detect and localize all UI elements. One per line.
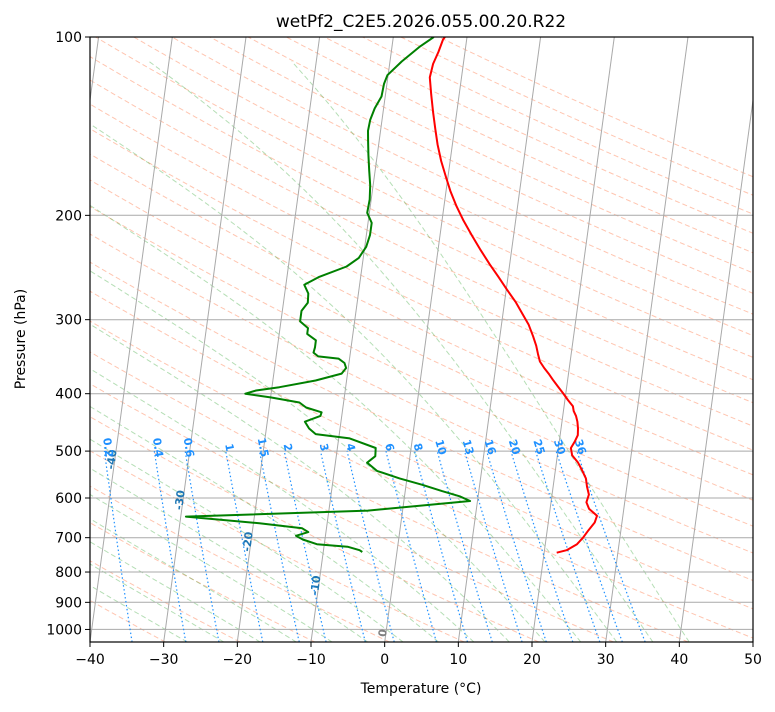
- mixing-ratio-line: [185, 451, 219, 642]
- x-axis: −40 −30 −20 −10 0 10 20 30 40 50: [75, 642, 762, 668]
- mixing-ratio-label: 0.4: [150, 437, 166, 459]
- isotherm-label: -30: [172, 489, 188, 511]
- x-axis-label: Temperature (°C): [360, 681, 482, 697]
- moist-adiabat-line: [0, 62, 474, 643]
- mixing-ratio-label: 20: [506, 438, 523, 457]
- moist-adiabat-line: [0, 62, 368, 643]
- background-lines: [0, 37, 775, 642]
- dry-adiabat-line: [401, 37, 775, 642]
- x-tick-label: 10: [449, 652, 467, 668]
- dry-adiabat-line: [0, 37, 775, 642]
- y-tick-label: 500: [55, 444, 82, 460]
- dewpoint-line: [186, 37, 470, 552]
- y-axis: 100 200 300 400 500 600 700 800 900 1000: [46, 30, 90, 638]
- mixing-ratio-line: [154, 451, 186, 642]
- x-tick-label: 20: [523, 652, 541, 668]
- isotherm-label: -20: [240, 531, 256, 553]
- temperature-line: [430, 37, 597, 553]
- mixing-ratio-label: 10: [432, 438, 449, 456]
- dry-adiabat-line: [210, 37, 775, 642]
- mixing-ratio-line: [511, 451, 573, 642]
- x-tick-label: 30: [597, 652, 615, 668]
- dry-adiabat-line: [0, 37, 315, 642]
- dry-adiabat-line: [0, 37, 539, 642]
- x-tick-label: 40: [670, 652, 688, 668]
- mixing-ratio-line: [386, 451, 436, 642]
- mixing-ratio-label: 0.2: [100, 437, 115, 458]
- moist-adiabat-line: [0, 62, 403, 643]
- x-tick-label: −30: [149, 652, 179, 668]
- y-tick-label: 100: [55, 30, 82, 46]
- y-tick-label: 300: [55, 313, 82, 329]
- y-tick-label: 200: [55, 208, 82, 224]
- dry-adiabat-line: [0, 37, 775, 642]
- mixing-ratio-line: [415, 451, 468, 642]
- isotherm-line: [90, 37, 172, 642]
- y-tick-label: 800: [55, 565, 82, 581]
- mixing-ratio-label: 30: [551, 438, 568, 457]
- dry-adiabat-line: [0, 37, 614, 642]
- x-tick-label: −10: [296, 652, 326, 668]
- dry-adiabat-line: [0, 37, 464, 642]
- dry-adiabat-line: [439, 37, 775, 642]
- isotherm-line: [606, 37, 688, 642]
- dry-adiabat-line: [363, 37, 775, 642]
- dry-adiabat-line: [0, 37, 775, 642]
- plot-frame: [90, 37, 753, 642]
- moist-adiabat-line: [0, 62, 617, 643]
- mixing-ratio-line: [556, 451, 622, 642]
- isotherm-line: [311, 37, 393, 642]
- moist-adiabat-line: [0, 62, 439, 643]
- chart-title: wetPf2_C2E5.2026.055.00.20.R22: [276, 12, 566, 32]
- x-tick-label: 50: [744, 652, 762, 668]
- mixing-ratio-line: [347, 451, 394, 642]
- dry-adiabat-line: [0, 37, 775, 642]
- dry-adiabat-line: [0, 37, 240, 642]
- mixing-ratio-label: 1.5: [255, 437, 271, 459]
- dry-adiabat-line: [248, 37, 775, 642]
- mixing-ratio-label: 25: [530, 438, 547, 457]
- x-tick-label: −40: [75, 652, 105, 668]
- moist-adiabat-line: [0, 62, 581, 643]
- mixing-ratio-line: [437, 451, 492, 642]
- dry-adiabat-line: [0, 37, 775, 642]
- isotherm-line: [532, 37, 614, 642]
- dry-adiabat-line: [0, 37, 775, 642]
- dry-adiabat-line: [0, 37, 775, 642]
- y-axis-label: Pressure (hPa): [13, 289, 29, 389]
- y-tick-label: 1000: [46, 622, 82, 638]
- dry-adiabat-line: [0, 37, 688, 642]
- isotherm-label: -50: [36, 407, 52, 429]
- isotherm-line: [679, 37, 761, 642]
- dry-adiabat-line: [0, 37, 775, 642]
- mixing-ratio-label: 0.6: [181, 437, 197, 459]
- x-tick-label: −20: [223, 652, 253, 668]
- profile-lines: [186, 37, 597, 553]
- isotherm-line: [753, 37, 775, 642]
- moist-adiabat-line: [0, 62, 260, 643]
- dry-adiabat-line: [172, 37, 775, 642]
- isotherm-line: [458, 37, 540, 642]
- dry-adiabat-line: [57, 37, 775, 642]
- moist-adiabat-line: [292, 62, 689, 643]
- moist-adiabat-line: [0, 62, 545, 643]
- dry-adiabat-line: [0, 37, 389, 642]
- x-tick-label: 0: [380, 652, 389, 668]
- y-tick-label: 600: [55, 491, 82, 507]
- mixing-ratio-line: [284, 451, 326, 642]
- mixing-ratio-label: 13: [460, 438, 477, 456]
- mixing-ratio-line: [465, 451, 522, 642]
- y-tick-label: 700: [55, 531, 82, 547]
- y-tick-label: 400: [55, 387, 82, 403]
- mixing-ratio-line: [104, 451, 132, 642]
- y-tick-label: 900: [55, 595, 82, 611]
- isotherm-label: -10: [308, 574, 324, 596]
- moist-adiabat-line: [0, 62, 509, 643]
